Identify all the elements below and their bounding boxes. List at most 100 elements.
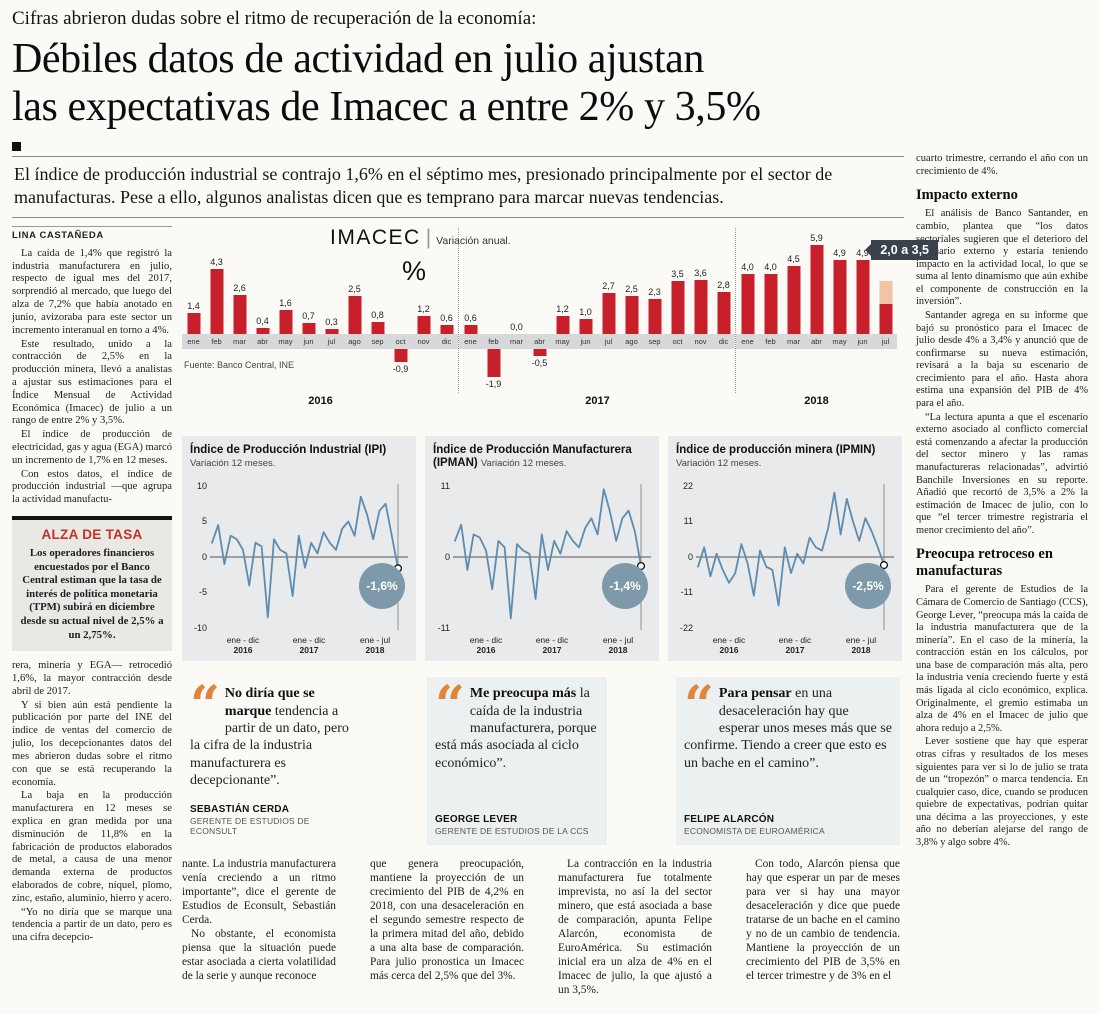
bar <box>625 296 638 334</box>
bar-may-2016: 1,6 may <box>274 228 297 393</box>
quote-cerda: “No diría que se marque tendencia a part… <box>182 677 358 845</box>
bar-negative-zone <box>343 349 366 393</box>
estimate-base-bar <box>879 303 892 334</box>
bar-negative-zone: -0,9 <box>389 348 412 393</box>
bar-negative-zone <box>274 349 297 393</box>
rate-hike-box: ALZA DE TASA Los operadores financieros … <box>12 516 172 652</box>
bar-value-label: 0,6 <box>440 312 453 323</box>
bar-positive-zone: 2,6 <box>228 228 251 334</box>
bar-oct-2016: oct -0,9 <box>389 228 412 393</box>
line-chart-title: Índice de producción minera (IPMIN) Vari… <box>676 444 894 478</box>
month-label: sep <box>643 333 666 349</box>
x-axis-group: ene - dic 2017 <box>519 635 585 655</box>
bar-positive-zone: 4,0 <box>736 228 759 334</box>
bar-positive-zone <box>389 228 412 334</box>
bar-negative-zone <box>643 349 666 393</box>
line-charts-row: Índice de Producción Industrial (IPI) Va… <box>182 435 904 662</box>
bar-negative-zone <box>228 349 251 393</box>
chart-source: Fuente: Banco Central, INE <box>184 359 295 370</box>
bar-ago-2016: 2,5 ago <box>343 228 366 393</box>
bar-positive-zone: 3,5 <box>666 228 689 334</box>
bar-negative-zone <box>620 349 643 393</box>
bar-negative-zone <box>435 349 458 393</box>
headline: Débiles datos de actividad en julio ajus… <box>12 36 1088 132</box>
bar-value-label: 0,4 <box>256 315 269 326</box>
bottom-column-1: nante. La industria manufacturera venía … <box>182 857 336 997</box>
bar-may-2017: 1,2 may <box>551 228 574 393</box>
x-axis: ene - dic 2016 ene - dic 2017 ene - jul 2018 <box>696 635 894 655</box>
chart-title: Índice de Producción Manufacturera (IPMA… <box>433 443 632 470</box>
bar <box>371 321 384 334</box>
plot-area: -1,6% <box>210 482 408 632</box>
y-tick-label: 0 <box>201 551 207 562</box>
bar-positive-zone: 0,3 <box>320 228 343 334</box>
content-row: LINA CASTAÑEDA La caída de 1,4% que regi… <box>12 225 938 998</box>
quote-text: “No diría que se marque tendencia a part… <box>190 680 350 789</box>
headline-line1: Débiles datos de actividad en julio ajus… <box>12 36 704 82</box>
plot-area: -2,5% <box>696 482 894 632</box>
year-label-2017: 2017 <box>585 394 610 407</box>
x-year-label: 2018 <box>851 645 871 655</box>
y-axis: 11 0 -11 <box>433 480 453 633</box>
year-labels: 2016 2017 2018 <box>182 395 904 407</box>
plot-body: 22 11 0 -11 -22 -2,5% <box>676 480 894 633</box>
bar-negative-zone <box>805 349 828 393</box>
x-axis-group: ene - dic 2016 <box>210 635 276 655</box>
y-tick-label: -10 <box>193 622 207 633</box>
x-year-label: 2017 <box>542 645 562 655</box>
bar-abr-2018: 5,9 abr <box>805 228 828 393</box>
bar <box>325 329 338 334</box>
quote-alarcon: “Para pensar en una desaceleración hay q… <box>676 677 900 846</box>
quote-text: “Para pensar en una desaceleración hay q… <box>684 680 892 772</box>
bar-positive-zone: 4,3 <box>205 228 228 334</box>
quote-lead: No diría que se marque <box>224 686 315 719</box>
bar-negative-zone <box>666 349 689 393</box>
y-tick-label: 5 <box>201 516 207 527</box>
bar-value-label: 0,0 <box>510 321 523 332</box>
bar-ene-2017: 0,6 ene <box>459 228 482 393</box>
quote-rest: la caída de la industria manufacturera, … <box>435 686 597 771</box>
month-label: jul <box>874 333 897 349</box>
bar <box>279 309 292 334</box>
bar-mar-2017: 0,0 mar <box>505 228 528 393</box>
bar-feb-2017: feb -1,9 <box>482 228 505 393</box>
bar-positive-zone: 2,7 <box>597 228 620 334</box>
quote-attribution: FELIPE ALARCÓN ECONOMISTA DE EUROAMÉRICA <box>684 804 892 836</box>
bar-negative-zone <box>782 349 805 393</box>
bar-ago-2017: 2,5 ago <box>620 228 643 393</box>
plot-body: 11 0 -11 -1,4% <box>433 480 651 633</box>
bar-positive-zone: 0,7 <box>297 228 320 334</box>
bar-positive-zone: 4,9 <box>828 228 851 334</box>
month-label: dic <box>435 333 458 349</box>
year-label-2018: 2018 <box>804 394 829 407</box>
bar-positive-zone: 3,6 <box>689 228 712 334</box>
month-label: feb <box>759 333 782 349</box>
paragraph: Santander agrega en su informe que bajó … <box>916 310 1088 410</box>
y-tick-label: 11 <box>440 480 450 491</box>
kicker: Cifras abrieron dudas sobre el ritmo de … <box>12 8 537 29</box>
month-label: dic <box>712 333 735 349</box>
bar-value-label: 0,6 <box>464 312 477 323</box>
month-label: mar <box>505 333 528 349</box>
month-label: abr <box>528 333 551 349</box>
x-year-label: 2017 <box>785 645 805 655</box>
month-label: oct <box>389 333 412 349</box>
month-label: jul <box>320 333 343 349</box>
bar <box>717 291 730 334</box>
month-label: jul <box>597 333 620 349</box>
y-tick-label: -5 <box>198 587 207 598</box>
x-axis: ene - dic 2016 ene - dic 2017 ene - jul 2018 <box>210 635 408 655</box>
bar-may-2018: 4,9 may <box>828 228 851 393</box>
bar-value-label: 4,0 <box>764 261 777 272</box>
line-plot <box>696 483 894 630</box>
quote-icon: “ <box>435 675 465 737</box>
quote-attribution: SEBASTIÁN CERDA GERENTE DE ESTUDIOS DE E… <box>190 794 350 836</box>
x-year-label: 2017 <box>299 645 319 655</box>
bar <box>417 315 430 334</box>
month-label: jun <box>297 333 320 349</box>
x-year-label: 2018 <box>608 645 628 655</box>
bar-positive-zone: 2,8 <box>712 228 735 334</box>
y-tick-label: 22 <box>682 480 693 491</box>
x-range-label: ene - dic <box>535 634 569 645</box>
bar-value-label: -0,9 <box>392 364 409 375</box>
